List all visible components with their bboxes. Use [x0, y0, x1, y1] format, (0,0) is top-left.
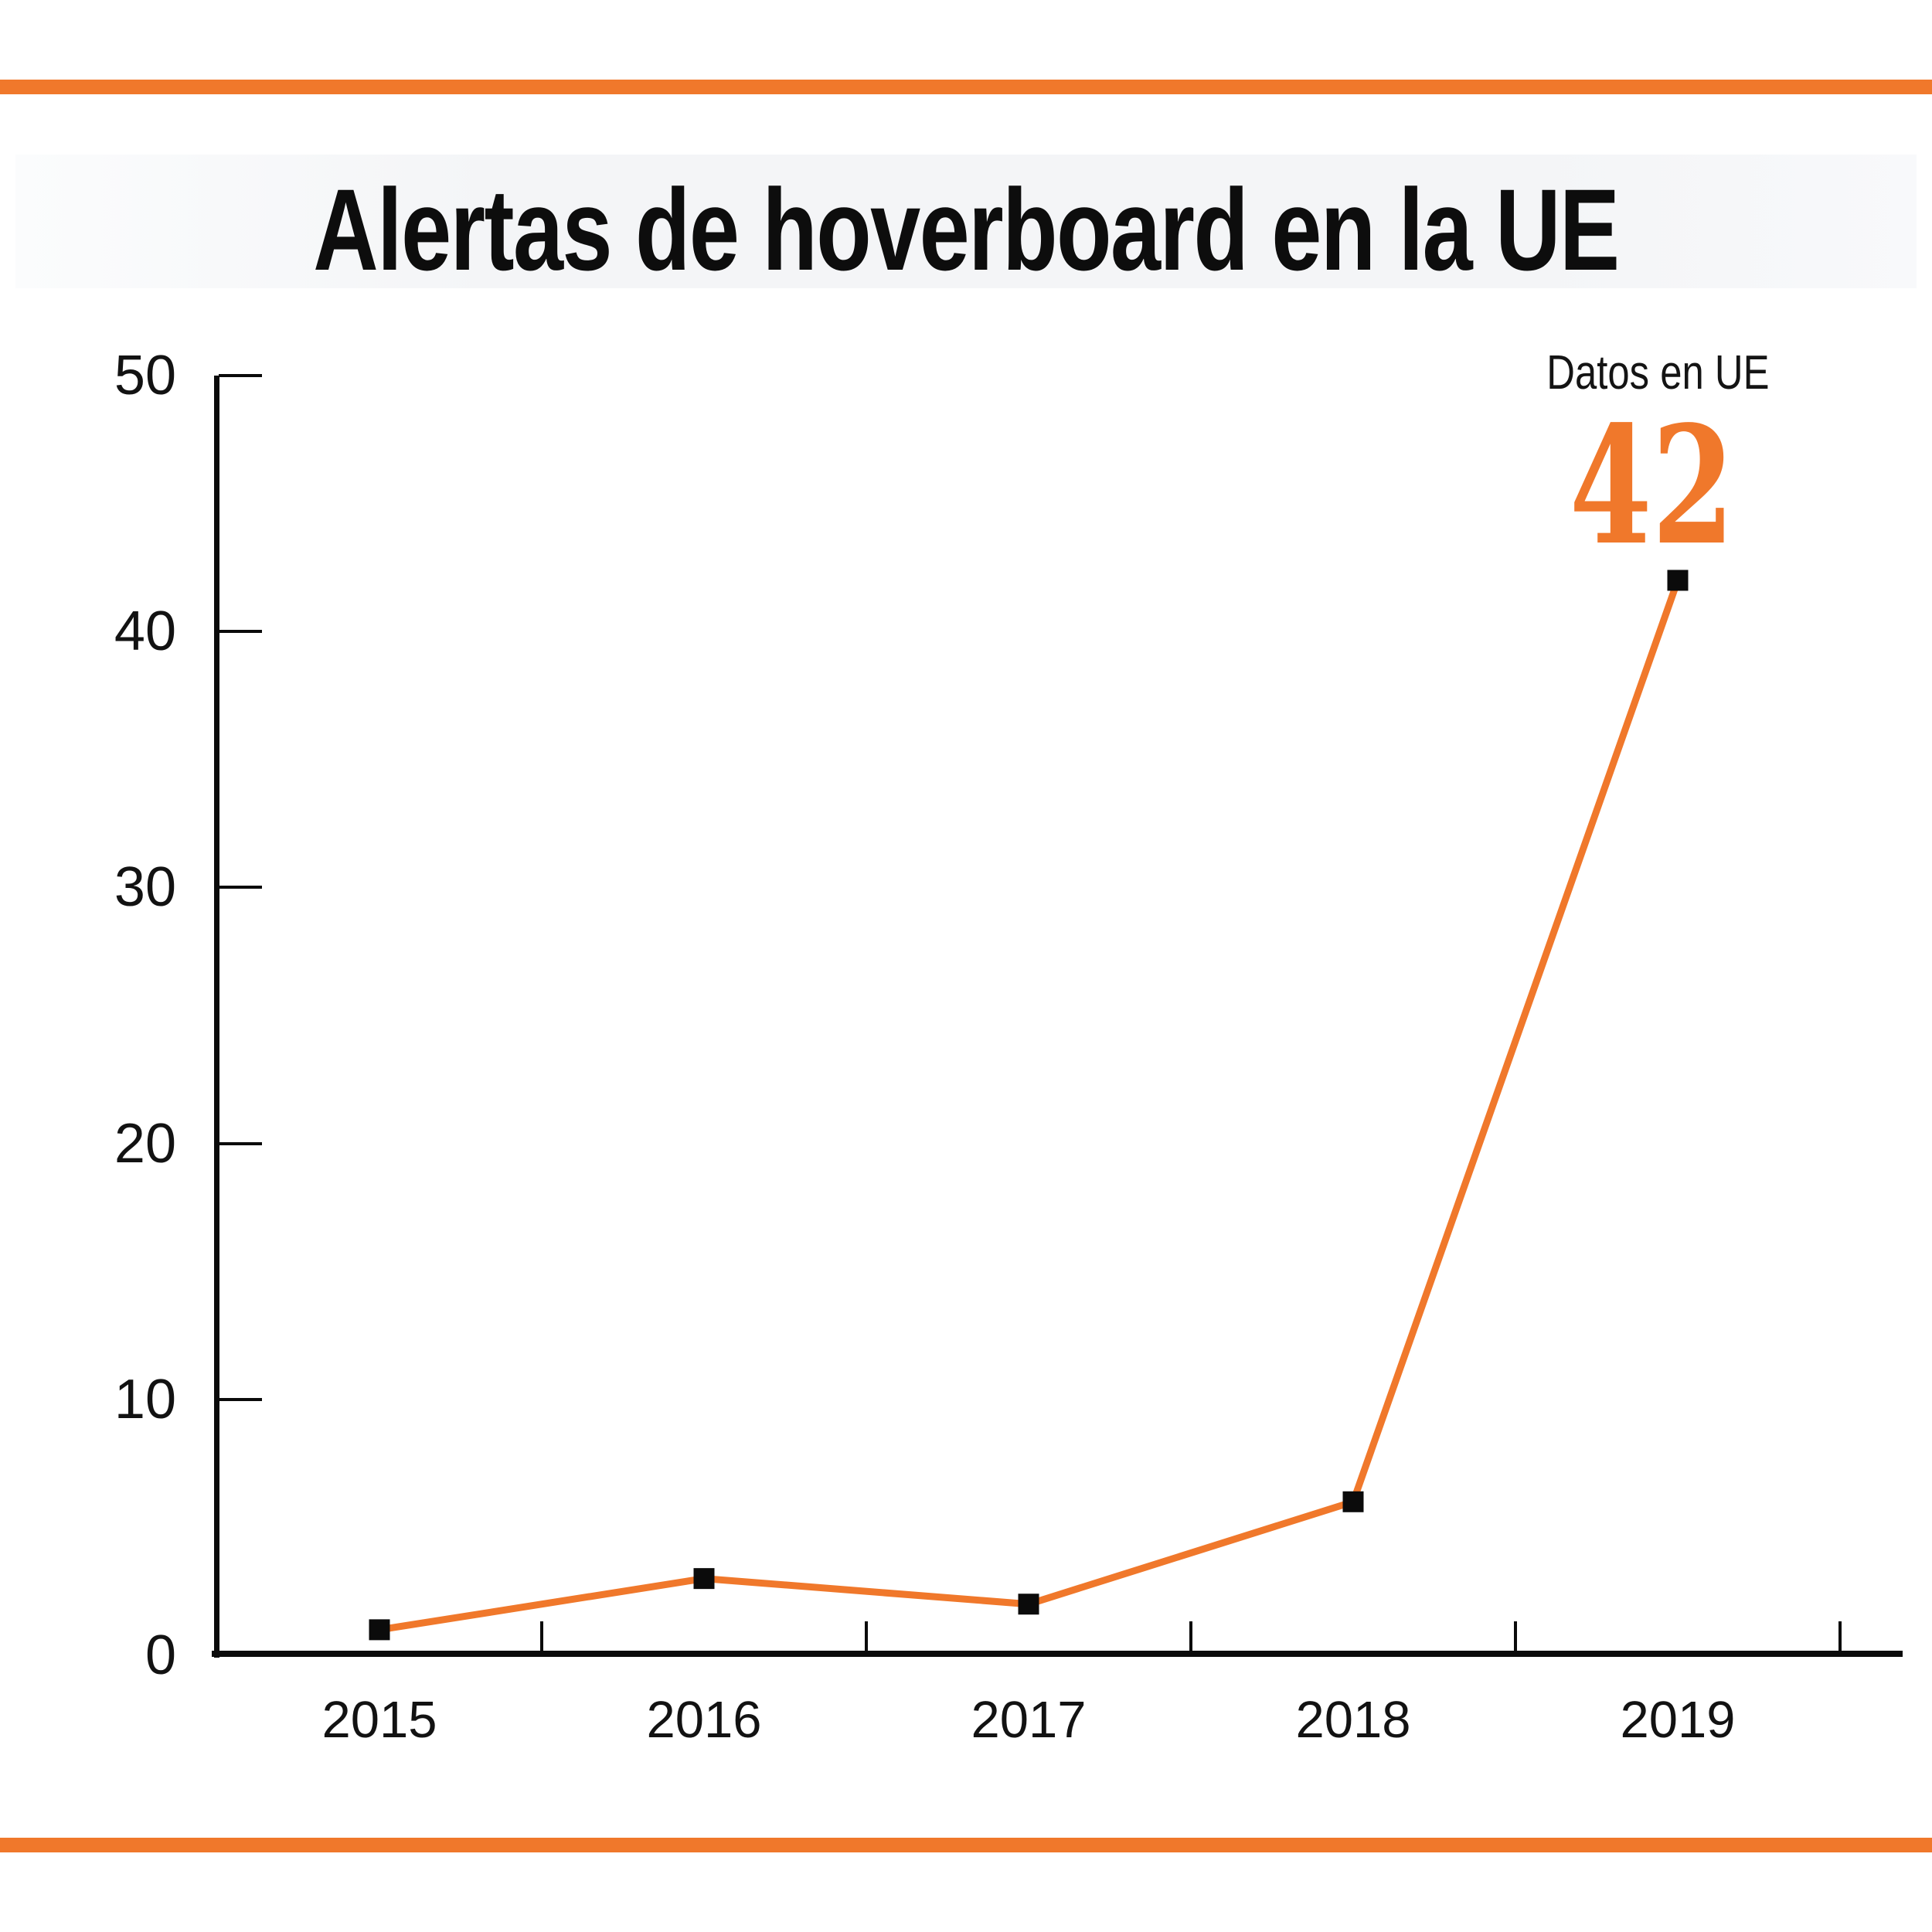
x-tick-mark	[1189, 1621, 1192, 1651]
x-tick-mark	[1514, 1621, 1517, 1651]
y-tick-mark	[219, 630, 262, 634]
x-axis-label: 2018	[1295, 1691, 1411, 1749]
x-axis-label: 2016	[646, 1691, 762, 1749]
x-tick-mark	[865, 1621, 868, 1651]
y-axis-label: 50	[114, 345, 176, 406]
y-axis-label: 40	[114, 600, 176, 663]
chart-title: Alertas de hoverboard en la UE	[313, 165, 1620, 294]
top-accent-bar	[0, 80, 1932, 94]
y-axis-line	[214, 376, 219, 1658]
data-point-marker	[369, 1619, 390, 1641]
y-axis-label: 10	[114, 1368, 176, 1430]
y-tick-mark	[219, 886, 262, 889]
x-axis-label: 2017	[971, 1691, 1087, 1749]
bottom-accent-bar	[0, 1838, 1932, 1852]
y-tick-mark	[219, 1397, 262, 1401]
y-axis-label: 0	[145, 1624, 176, 1686]
x-tick-mark	[1838, 1621, 1842, 1651]
y-axis-label: 30	[114, 856, 176, 919]
x-axis-label: 2019	[1620, 1691, 1736, 1749]
annotation-label: Datos en UE	[1546, 346, 1770, 400]
y-tick-mark	[219, 1141, 262, 1145]
data-point-marker	[1342, 1491, 1364, 1512]
y-axis-label: 20	[114, 1112, 176, 1175]
y-tick-mark	[219, 374, 262, 377]
data-point-marker	[693, 1568, 715, 1590]
annotation-value: 42	[1569, 390, 1734, 581]
x-axis-label: 2015	[321, 1691, 437, 1749]
data-line	[379, 579, 1682, 1634]
x-axis-line	[212, 1651, 1903, 1657]
title-band: Alertas de hoverboard en la UE	[15, 155, 1917, 288]
x-tick-mark	[540, 1621, 543, 1651]
data-point-marker	[1018, 1594, 1039, 1615]
